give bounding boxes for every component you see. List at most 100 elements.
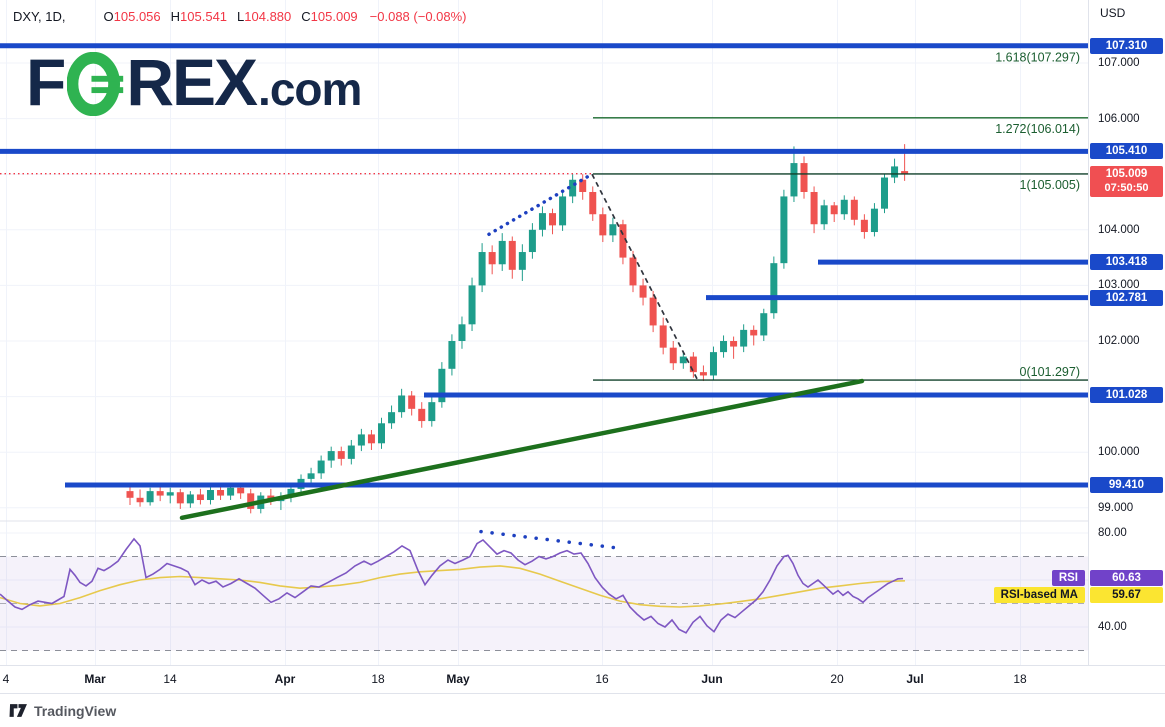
candle-body [478,252,486,286]
time-axis[interactable]: 4 Mar 14 Apr 18 May 16 Jun 20 Jul 18 [0,665,1165,694]
price-axis-tick: 102.000 [1098,335,1140,347]
indicator-label-rsi[interactable]: RSI [1051,570,1085,586]
candle-body [881,177,888,209]
tradingview-brand[interactable]: TradingView [34,702,117,719]
indicator-label-rsi-based-ma[interactable]: RSI-based MA [993,587,1085,603]
candle-body [538,213,546,230]
candle-body [780,196,788,264]
candle-body [458,324,466,341]
dashed-downtrend-line[interactable] [591,173,698,380]
price-badge: 59.67 [1090,587,1163,603]
candle-body [619,224,627,258]
price-axis-tick: 107.000 [1098,57,1140,69]
candle-body [206,490,214,501]
candle-body [448,341,456,369]
price-badge: 101.028 [1090,387,1163,403]
candle-body [357,434,365,446]
candle-body [649,297,657,326]
low-label: L [237,9,245,24]
candle-body [840,199,848,215]
price-badge: 105.410 [1090,143,1163,159]
time-axis-tick: 18 [1013,672,1027,686]
candle-body [186,494,194,504]
candle-body [528,229,536,253]
candle-body [709,352,717,376]
candle-body [901,171,909,174]
candle-body [770,263,778,314]
symbol-legend: DXY, 1D, O105.056 H105.541 L104.880 C105… [13,9,467,24]
candle-body [468,285,476,325]
candle-body [166,492,174,496]
candle-body [398,395,406,413]
price-axis-tick: 104.000 [1098,223,1140,236]
candle-body [569,179,577,197]
price-badge: 105.009 07:50:50 [1090,166,1163,197]
candle-body [599,214,607,236]
candle-body [176,492,184,504]
fib-level-label: 0(101.297) [1020,365,1080,379]
time-axis-tick: 14 [163,672,177,686]
currency-label: USD [1100,6,1126,20]
candle-body [508,240,516,270]
price-axis-tick: 103.000 [1098,279,1140,292]
tradingview-logo-icon[interactable] [9,703,28,718]
candle-body [659,325,667,348]
price-badge: 60.63 [1090,570,1163,586]
candle-body [227,487,235,496]
price-badge: 99.410 [1090,477,1163,493]
dotted-uptrend-line[interactable] [487,174,591,236]
candle-body [327,451,335,461]
trendline[interactable] [179,378,865,521]
candle-body [579,179,587,192]
candle-body [559,196,567,226]
time-axis-tick: Apr [274,672,296,686]
rsi-axis-tick: 80.00 [1098,527,1127,539]
footer: TradingView [0,693,1165,727]
time-axis-tick: 20 [830,672,844,686]
candle-body [800,163,808,192]
candle-body [891,166,899,178]
candle-body [760,313,768,336]
candle-body [689,356,697,373]
rsi-divergence-line[interactable] [479,529,626,551]
candle-body [790,163,798,197]
price-badge: 102.781 [1090,290,1163,306]
candle-body [287,488,295,497]
price-axis[interactable]: USD 107.000 106.000 104.000 103.000 102.000 1… [1088,0,1165,665]
candle-body [307,473,315,479]
fib-level-label: 1.618(107.297) [995,50,1080,64]
price-badge-time: 07:50:50 [1104,182,1149,194]
candle-body [146,491,154,503]
chart-canvas[interactable]: 1.618(107.297) 1.272(106.014) 1(105.005) 0(… [0,0,1088,665]
candle-body [378,423,385,444]
candle-body [609,224,617,236]
time-axis-tick: 16 [595,672,609,686]
candle-body [337,451,345,459]
candle-body [196,494,204,501]
rsi-line [0,537,904,634]
candle-body [136,497,144,503]
candle-body [126,491,134,498]
symbol-title[interactable]: DXY, 1D, [13,9,66,24]
time-axis-tick: May [446,672,470,686]
time-axis-tick: Mar [84,672,106,686]
rsi-ma-line [0,565,906,608]
time-axis-tick: Jul [906,672,924,686]
change-value: −0.088 (−0.08%) [369,9,467,24]
price-badge: 103.418 [1090,254,1163,270]
candle-body [237,487,245,494]
close-value: 105.009 [310,9,358,24]
candle-body [810,191,818,225]
candle-body [870,208,878,233]
candle-body [388,412,396,424]
time-axis-tick: 4 [2,672,10,686]
time-axis-tick: Jun [701,672,723,686]
high-label: H [170,9,181,24]
candle-body [367,434,375,444]
time-axis-tick: 18 [371,672,385,686]
price-axis-tick: 106.000 [1098,112,1140,125]
open-label: O [103,9,114,24]
rsi-axis-tick: 40.00 [1098,621,1127,633]
candle-body [438,368,446,403]
